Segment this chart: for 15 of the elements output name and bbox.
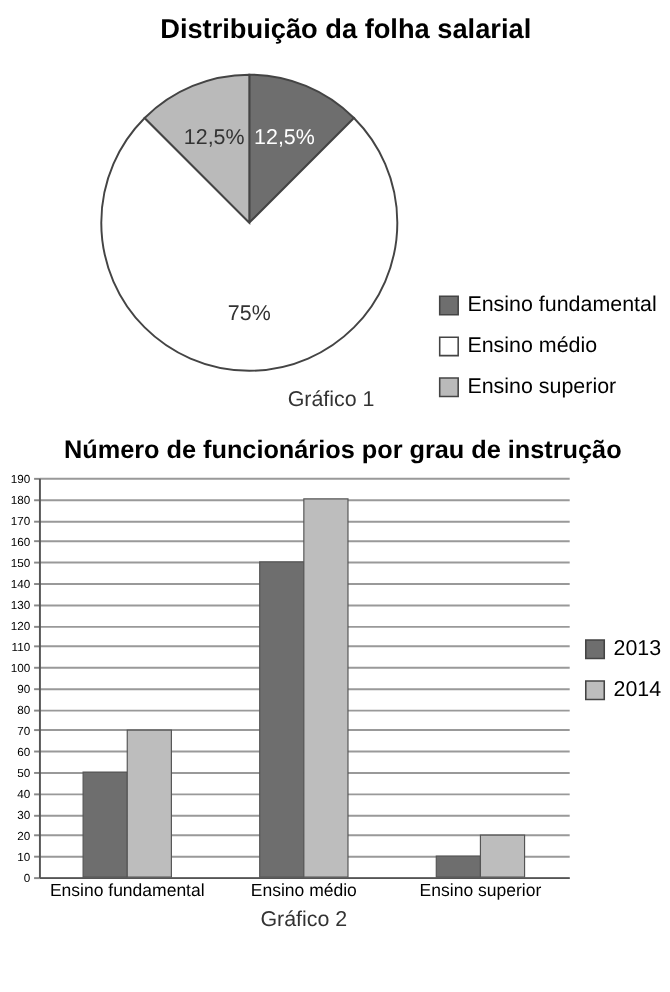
legend-label: Ensino fundamental bbox=[467, 293, 657, 318]
x-tick-label: Ensino médio bbox=[250, 879, 358, 900]
legend-label: Ensino superior bbox=[467, 375, 618, 400]
legend-label: Ensino médio bbox=[467, 334, 598, 359]
chart-title: Distribuição da folha salarial bbox=[160, 13, 532, 44]
legend-label: 2013 bbox=[613, 637, 662, 662]
data-label: 75% bbox=[227, 302, 272, 327]
legend-label: 2014 bbox=[613, 678, 662, 703]
data-label: 12,5% bbox=[254, 125, 316, 150]
x-tick-label: Ensino superior bbox=[419, 879, 542, 900]
text: Gráfico 2 bbox=[260, 907, 348, 932]
x-tick-label: Ensino fundamental bbox=[49, 879, 205, 900]
data-label: 12,5% bbox=[183, 125, 246, 150]
text: Gráfico 1 bbox=[287, 387, 375, 412]
chart-title: Número de funcionários por grau de instrução bbox=[63, 436, 623, 465]
